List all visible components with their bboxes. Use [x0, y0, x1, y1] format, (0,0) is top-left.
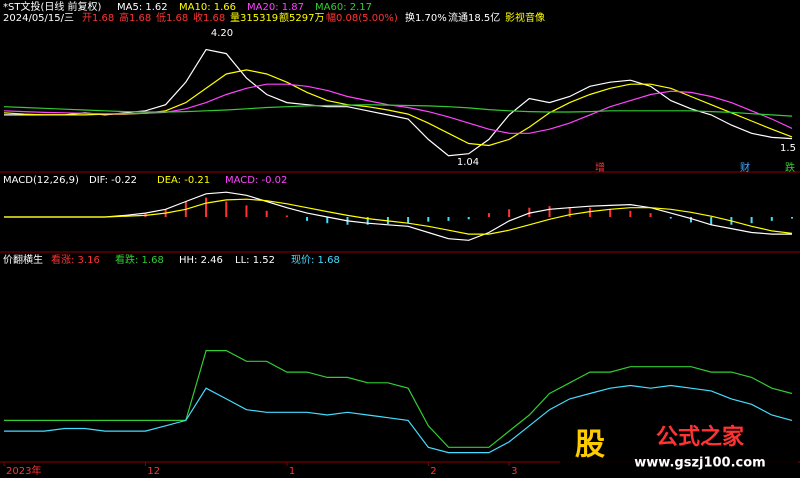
quote-info: 流通18.5亿 [448, 11, 500, 24]
series-line [3, 104, 793, 117]
series-line [3, 83, 793, 134]
legend-entry: 现价: 1.68 [291, 254, 340, 266]
legend-entry: 看跌: 1.68 [115, 253, 164, 266]
legend-entry: LL: 1.52 [235, 255, 275, 266]
legend-entry: MACD: -0.02 [225, 175, 287, 186]
panel-title: *ST文投(日线 前复权) [3, 0, 102, 13]
annotation: 财 [740, 161, 750, 174]
x-tick-label: 3 [511, 466, 517, 477]
legend-entry: HH: 2.46 [179, 255, 223, 266]
x-tick-label: 1 [289, 466, 295, 477]
panel-title: MACD(12,26,9) [3, 175, 79, 186]
quote-info: 换1.70% [405, 11, 447, 24]
quote-info: 低1.68 [156, 11, 188, 24]
series-line [4, 198, 793, 235]
watermark-url: www.gszj100.com [634, 456, 765, 471]
annotation: 增 [595, 161, 605, 174]
x-tick-label: 2023年 [6, 464, 41, 477]
legend-entry: MA20: 1.87 [247, 2, 304, 13]
quote-info: 开1.68 [82, 13, 114, 24]
legend-entry: MA60: 2.17 [315, 2, 372, 13]
quote-info: 幅0.08(5.00%) [326, 11, 398, 24]
series-line [4, 350, 793, 448]
legend-entry: 看涨: 3.16 [51, 253, 100, 266]
x-tick-label: 12 [147, 466, 160, 477]
legend-entry: MA10: 1.66 [179, 2, 236, 13]
legend-entry: MA5: 1.62 [117, 2, 168, 13]
quote-info: 额5297万 [279, 11, 324, 24]
series-line [4, 191, 792, 241]
x-tick-label: 2 [430, 466, 436, 477]
quote-info: 高1.68 [119, 11, 151, 24]
quote-info: 量315319 [230, 12, 278, 24]
series-line [4, 384, 793, 454]
legend-entry: DEA: -0.21 [157, 175, 210, 186]
watermark-site: 公式之家 [656, 424, 745, 450]
annotation: 跌 [785, 161, 795, 174]
quote-info: 收1.68 [193, 11, 225, 24]
legend-entry: DIF: -0.22 [89, 175, 137, 186]
quote-info: 影视音像 [505, 11, 545, 24]
annotation: 4.20 [211, 28, 233, 39]
annotation: 1.5 [780, 143, 796, 154]
watermark-logo: 股 [575, 428, 605, 463]
watermark-box [560, 420, 798, 472]
quote-info: 2024/05/15/三 [3, 13, 74, 24]
panel-title: 价翻横生 [3, 253, 43, 266]
annotation: 1.04 [457, 157, 479, 168]
